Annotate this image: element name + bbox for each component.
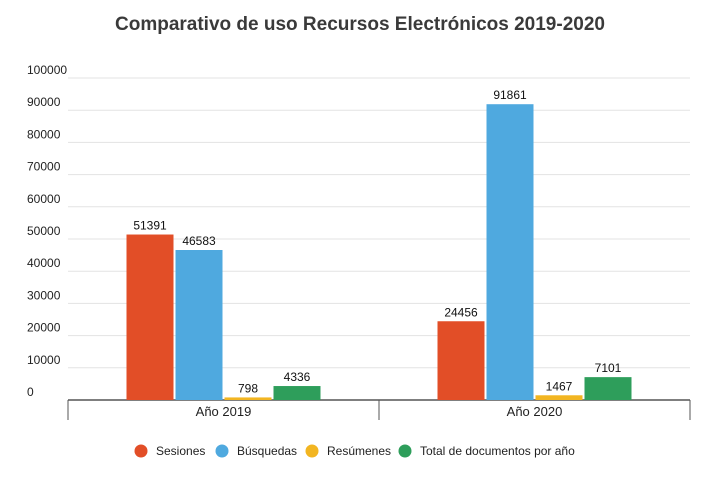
bar (224, 397, 272, 400)
bar (584, 377, 632, 400)
bar (126, 234, 174, 400)
legend-marker (134, 444, 148, 458)
legend-label: Búsquedas (237, 444, 297, 458)
bar (535, 395, 583, 400)
y-tick-label: 90000 (27, 95, 61, 109)
y-tick-label: 0 (27, 385, 34, 399)
legend-marker (305, 444, 319, 458)
bar (437, 321, 485, 400)
x-tick-label: Año 2019 (196, 404, 252, 419)
y-tick-label: 20000 (27, 321, 61, 335)
data-label: 24456 (444, 305, 478, 319)
x-tick-label: Año 2020 (507, 404, 563, 419)
legend-marker (398, 444, 412, 458)
y-tick-label: 100000 (27, 63, 67, 77)
data-label: 4336 (284, 370, 311, 384)
y-tick-label: 10000 (27, 353, 61, 367)
y-tick-label: 60000 (27, 192, 61, 206)
y-tick-label: 40000 (27, 256, 61, 270)
data-label: 798 (238, 381, 258, 395)
y-tick-label: 50000 (27, 224, 61, 238)
y-tick-label: 80000 (27, 127, 61, 141)
data-label: 7101 (595, 361, 622, 375)
data-label: 91861 (493, 88, 527, 102)
legend-label: Total de documentos por año (420, 444, 575, 458)
bar (273, 386, 321, 400)
data-label: 51391 (133, 219, 167, 233)
bar (175, 250, 223, 400)
legend-label: Sesiones (156, 444, 205, 458)
data-label: 1467 (546, 379, 573, 393)
legend-marker (215, 444, 229, 458)
legend-label: Resúmenes (327, 444, 391, 458)
data-label: 46583 (182, 234, 216, 248)
y-tick-label: 30000 (27, 288, 61, 302)
chart-title: Comparativo de uso Recursos Electrónicos… (115, 14, 605, 35)
bar (486, 104, 534, 400)
y-tick-label: 70000 (27, 160, 61, 174)
